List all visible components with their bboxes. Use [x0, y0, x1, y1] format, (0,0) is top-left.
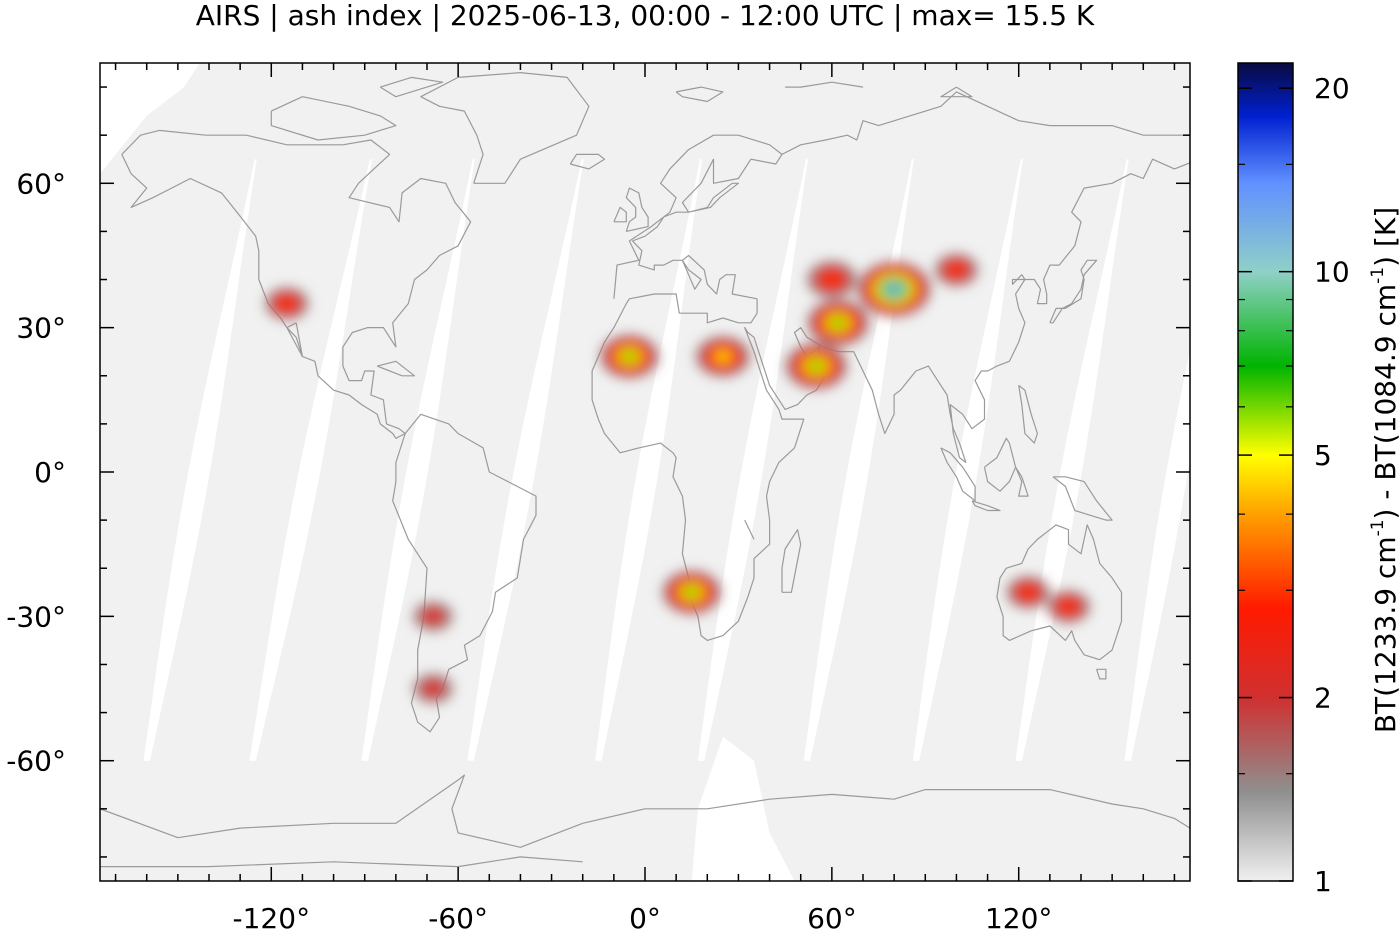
coastline: [781, 529, 802, 593]
coastline: [940, 447, 976, 502]
coastline: [983, 437, 1017, 492]
ash-region: [785, 342, 848, 390]
swath-gap: [361, 159, 475, 761]
colorbar-gradient: [1237, 62, 1294, 882]
x-tick-label: 0°: [629, 902, 661, 930]
coastline: [1052, 476, 1113, 521]
polar-gap: [100, 63, 200, 174]
swath-gap: [1124, 350, 1190, 761]
colorbar-tick-label: 5: [1314, 439, 1332, 472]
ash-level: [807, 359, 825, 373]
x-tick-labels: -120° -60° 0° 60° 120°: [233, 902, 1053, 930]
swath-gap: [143, 159, 257, 761]
ash-level: [277, 296, 297, 311]
colorbar-ticks: 1 2 5 10 20: [1238, 72, 1350, 898]
ash-region: [806, 260, 858, 299]
coastline: [270, 96, 397, 141]
swath-gap: [595, 159, 703, 761]
coastline: [1049, 259, 1098, 324]
coastline: [1018, 384, 1038, 444]
y-tick-label: -60°: [6, 745, 66, 778]
coastline: [286, 322, 303, 358]
coastline: [569, 153, 606, 170]
y-tick-label: 60°: [16, 167, 66, 200]
colorbar-label: BT(1233.9 cm-1) - BT(1084.9 cm-1) [K]: [1368, 206, 1400, 734]
colorbar: 1 2 5 10 20: [1237, 62, 1350, 898]
colorbar-tick-label: 20: [1314, 72, 1350, 105]
coastline: [392, 413, 537, 733]
colorbar-tick-label: 10: [1314, 256, 1350, 289]
x-tick-label: -60°: [428, 902, 488, 930]
ash-region: [1006, 575, 1050, 609]
ash-region: [599, 334, 659, 379]
polar-gap: [691, 736, 795, 881]
swath-gap: [467, 159, 584, 761]
ash-region: [695, 335, 751, 378]
swath-gap: [912, 159, 1023, 761]
coastline: [100, 774, 1190, 848]
ash-region: [1046, 590, 1091, 624]
y-tick-label: -30°: [6, 600, 66, 633]
ash-level: [821, 271, 843, 288]
ash-region: [934, 253, 979, 287]
coastline: [420, 72, 590, 184]
coastline: [996, 524, 1123, 661]
ash-level: [713, 349, 733, 364]
ash-level: [886, 283, 902, 295]
x-tick-label: 60°: [807, 902, 857, 930]
coastline: [1096, 668, 1107, 680]
ash-level: [683, 586, 700, 599]
ash-regions: [265, 253, 1091, 704]
ash-level: [621, 350, 638, 363]
coastline: [100, 856, 583, 868]
swath-gap: [1015, 159, 1129, 761]
coastline: [376, 360, 416, 377]
coastline: [613, 206, 627, 223]
y-tick-labels: 60° 30° 0° -30° -60°: [6, 167, 66, 777]
ash-region: [806, 299, 870, 347]
y-tick-label: 0°: [34, 456, 66, 489]
colorbar-tick-label: 2: [1314, 682, 1332, 715]
coastline: [1015, 466, 1029, 497]
coastline: [744, 519, 755, 540]
y-tick-label: 30°: [16, 312, 66, 345]
ash-level: [421, 607, 446, 626]
swath-gap: [249, 159, 372, 761]
coastline: [971, 500, 1001, 512]
colorbar-tick-label: 1: [1314, 865, 1332, 898]
coastline: [625, 187, 649, 232]
chart-title: AIRS | ash index | 2025-06-13, 00:00 - 1…: [195, 0, 1095, 32]
coastline: [785, 81, 864, 88]
swath-gap: [697, 159, 808, 761]
map-area: [100, 63, 1190, 881]
x-tick-label: 120°: [985, 902, 1052, 930]
map-ticks: [100, 63, 1190, 881]
ash-region: [413, 601, 454, 632]
ash-region: [265, 287, 309, 321]
ash-region: [662, 570, 722, 615]
ash-level: [947, 262, 966, 277]
ash-region: [857, 261, 932, 318]
x-tick-label: -120°: [233, 902, 311, 930]
ash-level: [829, 316, 847, 330]
coastline: [591, 91, 1190, 641]
coastline: [121, 129, 472, 439]
coastline: [940, 86, 973, 98]
coastline: [675, 86, 724, 103]
coastline: [379, 76, 444, 98]
ash-level: [1059, 599, 1078, 614]
ash-level: [421, 679, 446, 698]
ash-region: [413, 673, 454, 704]
ash-level: [1018, 585, 1038, 600]
coastlines: [100, 72, 1190, 868]
